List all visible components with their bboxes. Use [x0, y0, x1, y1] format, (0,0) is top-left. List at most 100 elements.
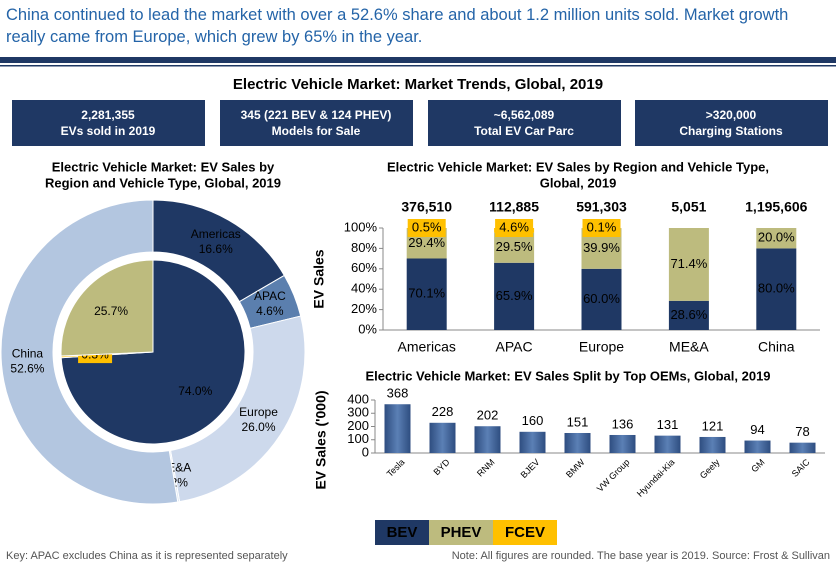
bar-label: 121	[702, 418, 724, 433]
bar-segment	[406, 258, 447, 330]
bar-label: 131	[657, 417, 679, 432]
y-tick-label: 0	[362, 444, 369, 459]
bar-label: 78	[795, 424, 809, 439]
bar	[384, 404, 411, 453]
slice	[60, 259, 154, 357]
bar-label: 0.5%	[412, 219, 442, 234]
stat-box	[428, 100, 621, 146]
bar	[474, 426, 501, 453]
y-axis-label: EV Sales ('000)	[313, 390, 329, 489]
x-tick-label: Geely	[698, 457, 722, 481]
y-tick-label: 40%	[351, 281, 377, 296]
bar-label: 28.6%	[670, 307, 707, 322]
y-tick-label: 0%	[358, 321, 377, 336]
bar-label: 70.1%	[408, 286, 445, 301]
chart-title: Electric Vehicle Market: EV Sales by Reg…	[387, 159, 769, 174]
y-tick-label: 300	[347, 405, 369, 420]
legend-label: FCEV	[505, 524, 545, 541]
stat-box	[220, 100, 413, 146]
y-tick-label: 60%	[351, 260, 377, 275]
footer-note: Note: All figures are rounded. The base …	[452, 550, 830, 562]
bar-label: 65.9%	[496, 288, 533, 303]
chart-title: Electric Vehicle Market: EV Sales by	[52, 159, 275, 174]
bar-segment	[756, 248, 797, 330]
label-box	[582, 219, 621, 237]
bar-segment	[494, 232, 535, 263]
header-line: China continued to lead the market with …	[6, 6, 788, 24]
x-tick-label: BMW	[564, 457, 587, 480]
stat-label: Charging Stations	[679, 124, 783, 138]
stat-box	[635, 100, 828, 146]
slice-label: 4.6%	[256, 304, 284, 318]
bar	[429, 422, 456, 453]
y-tick-label: 100	[347, 431, 369, 446]
bar	[744, 440, 771, 453]
total-label: 1,195,606	[745, 199, 807, 215]
bar-label: 71.4%	[670, 256, 707, 271]
label-box	[407, 219, 446, 237]
x-tick-label: ME&A	[669, 339, 709, 355]
stat-label: Total EV Car Parc	[474, 124, 574, 138]
x-tick-label: Tesla	[385, 457, 407, 479]
legend-swatch	[429, 520, 493, 545]
bar-label: 160	[522, 413, 544, 428]
header-rule	[0, 57, 836, 63]
x-tick-label: Americas	[398, 339, 456, 355]
slice-label: 26.0%	[242, 420, 276, 434]
x-tick-label: Europe	[579, 339, 624, 355]
slice-label: 16.6%	[199, 242, 233, 256]
bar-label: 29.4%	[408, 235, 445, 250]
bar-segment	[668, 228, 709, 301]
bar-label: 151	[567, 414, 589, 429]
slice-label: 25.7%	[94, 304, 128, 318]
stat-value: ~6,562,089	[494, 108, 555, 122]
bar-label: 4.6%	[499, 219, 529, 234]
x-tick-label: APAC	[496, 339, 533, 355]
x-tick-label: RNM	[475, 457, 497, 479]
bar-segment	[494, 262, 535, 330]
bar-label: 20.0%	[758, 230, 795, 245]
bar-label: 60.0%	[583, 291, 620, 306]
bar	[654, 435, 681, 453]
slice	[0, 199, 179, 505]
x-tick-label: China	[758, 339, 795, 355]
bar-label: 29.5%	[496, 239, 533, 254]
x-tick-label: VW Group	[595, 457, 632, 494]
slice-label: 74.0%	[178, 384, 212, 398]
bar	[699, 436, 726, 453]
y-tick-label: 400	[347, 391, 369, 406]
header-rule	[0, 65, 836, 67]
bar-label: 80.0%	[758, 281, 795, 296]
bar-label: 136	[612, 416, 634, 431]
slice	[169, 315, 306, 503]
y-axis-label: EV Sales	[311, 249, 327, 308]
chart-title: Region and Vehicle Type, Global, 2019	[45, 175, 281, 190]
y-tick-label: 80%	[351, 240, 377, 255]
stat-label: Models for Sale	[272, 124, 361, 138]
legend-swatch	[375, 520, 429, 545]
bar-segment	[668, 300, 709, 330]
stat-label: EVs sold in 2019	[61, 124, 156, 138]
y-tick-label: 200	[347, 418, 369, 433]
y-tick-label: 20%	[351, 301, 377, 316]
x-tick-label: BYD	[431, 457, 452, 478]
bar-label: 368	[387, 386, 409, 401]
slice-label: 52.6%	[10, 361, 44, 375]
stat-value: 345 (221 BEV & 124 PHEV)	[241, 108, 392, 122]
bar	[609, 434, 636, 453]
slice-category: Americas	[191, 227, 241, 241]
total-label: 376,510	[401, 199, 452, 215]
stat-value: >320,000	[706, 108, 757, 122]
slice-category: China	[12, 346, 44, 360]
footer-key: Key: APAC excludes China as it is repres…	[6, 550, 288, 562]
legend-swatch	[493, 520, 557, 545]
bar-label: 39.9%	[583, 240, 620, 255]
bar-label: 202	[477, 408, 499, 423]
x-tick-label: BJEV	[519, 457, 542, 480]
total-label: 5,051	[671, 199, 706, 215]
legend-label: PHEV	[441, 524, 482, 541]
bar-label: 94	[750, 422, 764, 437]
slice-category: Europe	[239, 405, 278, 419]
chart-title: Global, 2019	[540, 175, 617, 190]
